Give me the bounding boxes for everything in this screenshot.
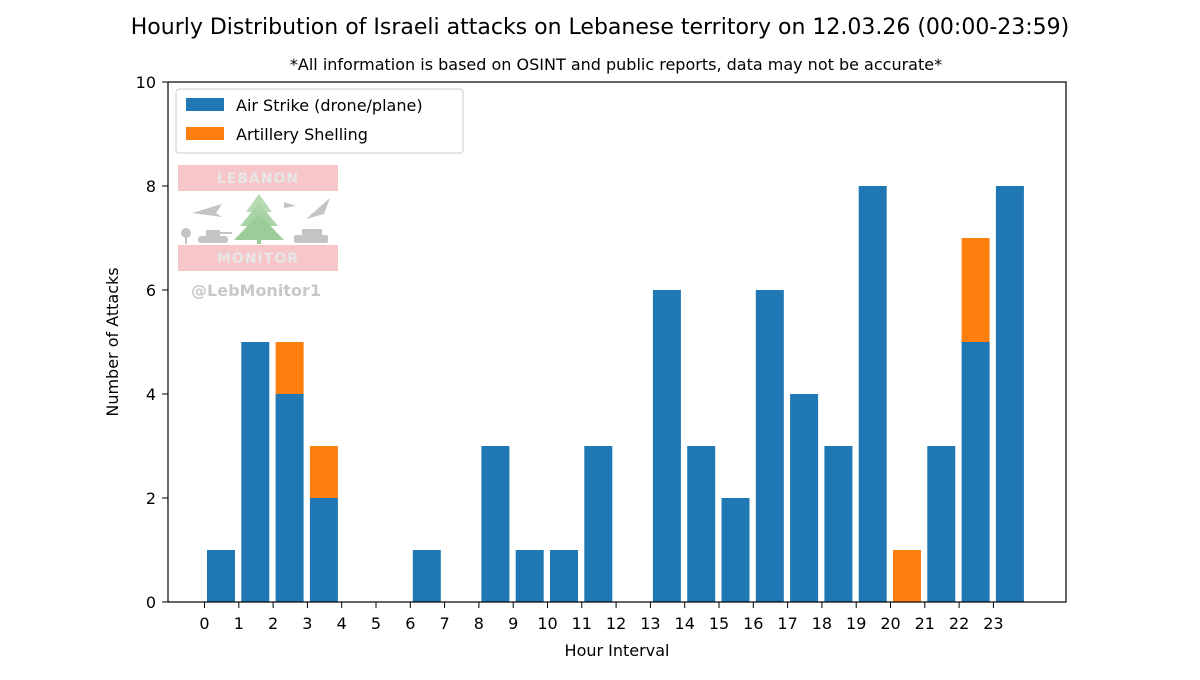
x-tick-label: 3	[302, 614, 312, 633]
x-tick-label: 15	[709, 614, 729, 633]
x-tick-label: 23	[983, 614, 1003, 633]
bar-air-strike-17	[790, 394, 819, 602]
y-tick-label: 2	[146, 489, 156, 508]
bar-air-strike-13	[652, 290, 681, 602]
legend-swatch-air-strike	[186, 98, 224, 111]
watermark-bottom-text: MONITOR	[217, 251, 299, 267]
legend-label-artillery: Artillery Shelling	[236, 125, 368, 144]
y-axis-label: Number of Attacks	[103, 267, 122, 416]
bar-air-strike-9	[515, 550, 544, 602]
bar-air-strike-3	[309, 498, 338, 602]
x-tick-label: 12	[606, 614, 626, 633]
bar-artillery-3	[309, 446, 338, 498]
x-tick-label: 8	[474, 614, 484, 633]
watermark-handle: @LebMonitor1	[191, 281, 321, 300]
bar-air-strike-21	[927, 446, 956, 602]
x-axis: 0 1 2 3 4 5 6 7 8 9 10 11 12 13 14 15 16 17 18 19 20 21 22 23	[199, 602, 1004, 633]
bar-air-strike-0	[207, 550, 235, 602]
tank-icon	[181, 228, 328, 244]
x-tick-label: 11	[572, 614, 592, 633]
bar-air-strike-16	[755, 290, 784, 602]
x-tick-label: 17	[777, 614, 797, 633]
bar-air-strike-23	[995, 186, 1024, 602]
bar-air-strike-15	[721, 498, 750, 602]
bar-air-strike-10	[550, 550, 578, 602]
chart-subtitle: *All information is based on OSINT and p…	[290, 55, 942, 74]
bar-air-strike-22	[961, 342, 990, 602]
watermark-logo: LEBANON MONITOR	[178, 165, 338, 300]
bar-artillery-22	[961, 238, 990, 342]
legend-swatch-artillery	[186, 127, 224, 140]
x-tick-label: 4	[337, 614, 347, 633]
y-tick-label: 6	[146, 281, 156, 300]
legend-box	[175, 88, 464, 154]
bar-air-strike-2	[275, 394, 304, 602]
bar-air-strike-14	[687, 446, 716, 602]
y-axis: 0 2 4 6 8 10	[136, 73, 168, 612]
watermark-top-band	[178, 165, 338, 191]
x-tick-label: 5	[371, 614, 381, 633]
bar-air-strike-19	[858, 186, 887, 602]
x-tick-label: 6	[405, 614, 415, 633]
bar-artillery-2	[275, 342, 304, 394]
bar-air-strike-1	[241, 342, 270, 602]
bar-air-strike-8	[481, 446, 510, 602]
x-tick-label: 21	[915, 614, 935, 633]
x-tick-label: 22	[949, 614, 969, 633]
x-tick-label: 9	[508, 614, 518, 633]
x-tick-label: 14	[675, 614, 695, 633]
x-tick-label: 19	[846, 614, 866, 633]
x-tick-label: 1	[234, 614, 244, 633]
jet-icon	[192, 198, 330, 219]
y-tick-label: 8	[146, 177, 156, 196]
x-axis-label: Hour Interval	[565, 641, 670, 660]
x-tick-label: 2	[268, 614, 278, 633]
bar-air-strike-18	[824, 446, 853, 602]
chart-title: Hourly Distribution of Israeli attacks o…	[131, 15, 1070, 40]
x-tick-label: 7	[440, 614, 450, 633]
y-tick-label: 0	[146, 593, 156, 612]
cedar-icon	[234, 194, 284, 244]
y-tick-label: 10	[136, 73, 156, 92]
bars-group	[207, 186, 1024, 602]
x-tick-label: 0	[199, 614, 209, 633]
legend-label-air-strike: Air Strike (drone/plane)	[236, 96, 423, 115]
x-tick-label: 18	[812, 614, 832, 633]
plot-frame	[167, 81, 1067, 603]
watermark-top-text: LEBANON	[217, 171, 299, 187]
watermark-bottom-band	[178, 245, 338, 271]
x-tick-label: 20	[880, 614, 900, 633]
x-tick-label: 13	[640, 614, 660, 633]
x-tick-label: 10	[537, 614, 557, 633]
y-tick-label: 4	[146, 385, 156, 404]
bar-artillery-20	[893, 550, 921, 602]
bar-air-strike-6	[412, 550, 441, 602]
bar-air-strike-11	[584, 446, 613, 602]
legend: Air Strike (drone/plane) Artillery Shell…	[175, 88, 464, 154]
x-tick-label: 16	[743, 614, 763, 633]
